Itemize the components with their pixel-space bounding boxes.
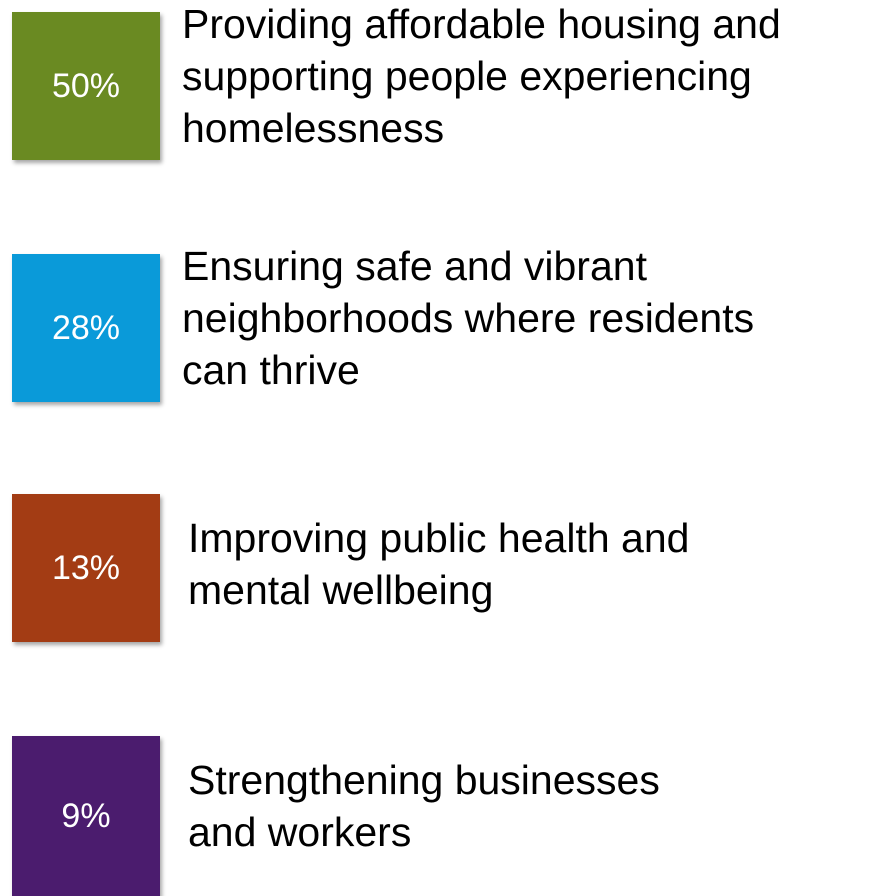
- percent-badge-neighborhoods: 28%: [12, 254, 160, 402]
- label-line: can thrive: [182, 347, 360, 393]
- label-line: Improving public health and: [188, 515, 690, 561]
- percent-badge-businesses: 9%: [12, 736, 160, 896]
- label-line: Strengthening businesses: [188, 757, 660, 803]
- percent-badge-health: 13%: [12, 494, 160, 642]
- percent-value: 28%: [51, 308, 121, 347]
- percent-value: 13%: [51, 548, 121, 587]
- percent-value: 9%: [61, 796, 111, 835]
- priority-label-health: Improving public health and mental wellb…: [188, 512, 689, 616]
- priority-label-businesses: Strengthening businesses and workers: [188, 754, 660, 858]
- label-line: supporting people experiencing: [182, 53, 752, 99]
- priority-label-housing: Providing affordable housing and support…: [182, 0, 781, 154]
- priority-label-neighborhoods: Ensuring safe and vibrant neighborhoods …: [182, 240, 754, 396]
- label-line: and workers: [188, 809, 412, 855]
- label-line: homelessness: [182, 105, 445, 151]
- percent-badge-housing: 50%: [12, 12, 160, 160]
- percent-value: 50%: [51, 66, 121, 105]
- label-line: neighborhoods where residents: [182, 295, 755, 341]
- label-line: Ensuring safe and vibrant: [182, 243, 647, 289]
- label-line: Providing affordable housing and: [182, 1, 781, 47]
- label-line: mental wellbeing: [188, 567, 494, 613]
